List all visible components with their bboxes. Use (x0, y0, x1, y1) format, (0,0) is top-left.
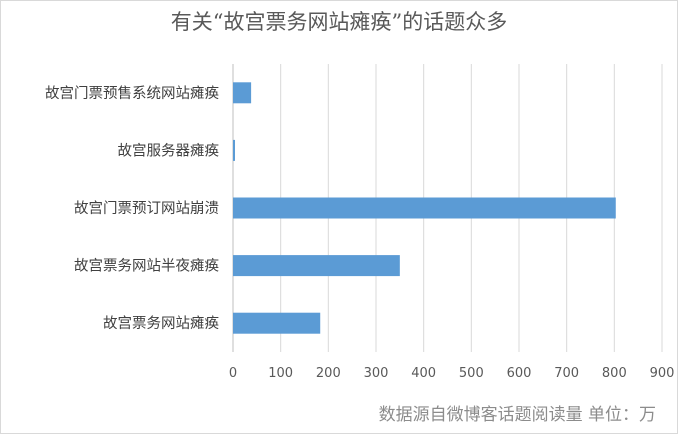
category-label: 故宫票务网站瘫痪 (103, 315, 219, 332)
bar (233, 312, 321, 334)
x-tick-label: 100 (268, 366, 293, 381)
x-tick-label: 600 (507, 366, 532, 381)
source-note: 数据源自微博客话题阅读量 单位：万 (378, 405, 656, 425)
category-label: 故宫门票预订网站崩溃 (74, 200, 219, 217)
x-tick-label: 500 (459, 366, 484, 381)
chart-title: 有关“故宫票务网站瘫痪”的话题众多 (170, 10, 508, 34)
bar (233, 255, 400, 277)
category-label: 故宫服务器瘫痪 (118, 142, 220, 159)
x-tick-label: 200 (316, 366, 341, 381)
x-tick-label: 400 (411, 366, 436, 381)
x-tick-label: 900 (650, 366, 675, 381)
category-label: 故宫票务网站半夜瘫痪 (74, 258, 219, 275)
x-tick-label: 0 (229, 366, 237, 381)
x-tick-label: 800 (602, 366, 627, 381)
x-tick-label: 300 (364, 366, 389, 381)
bar (233, 82, 252, 104)
bar (233, 197, 616, 219)
category-label: 故宫门票预售系统网站瘫痪 (45, 85, 219, 102)
x-tick-label: 700 (554, 366, 579, 381)
bar (233, 139, 235, 161)
